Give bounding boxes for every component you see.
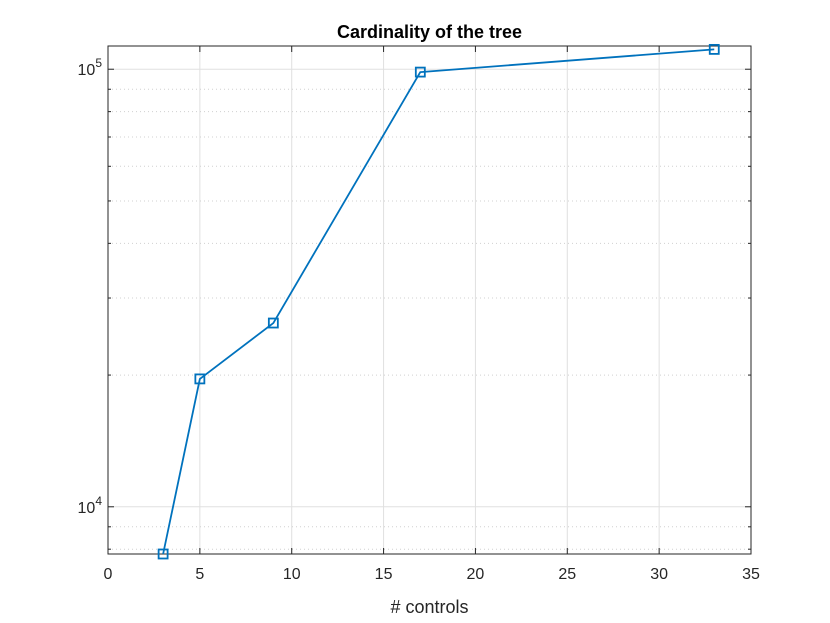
x-tick-label: 35 bbox=[742, 566, 760, 583]
series-line bbox=[162, 48, 715, 555]
x-tick-label: 10 bbox=[283, 566, 301, 583]
chart-title: Cardinality of the tree bbox=[337, 22, 522, 42]
data-point-marker bbox=[267, 317, 279, 329]
grid bbox=[108, 46, 751, 554]
data-point-marker bbox=[194, 373, 206, 385]
series bbox=[157, 43, 720, 560]
x-tick-label: 25 bbox=[558, 566, 576, 583]
x-tick-label: 30 bbox=[650, 566, 668, 583]
y-tick-label: 105 bbox=[78, 56, 103, 79]
y-tick-label: 104 bbox=[78, 494, 103, 517]
x-tick-label: 5 bbox=[195, 566, 204, 583]
data-point-marker bbox=[414, 66, 426, 78]
x-axis-label: # controls bbox=[390, 597, 468, 617]
plot-frame bbox=[107, 45, 752, 555]
plot-background bbox=[108, 46, 751, 554]
x-tick-label: 0 bbox=[104, 566, 113, 583]
x-tick-label: 15 bbox=[375, 566, 393, 583]
data-point-marker bbox=[708, 43, 720, 55]
axes: 0 5 10 15 20 25 30 35 104 105 bbox=[78, 46, 760, 583]
data-point-marker bbox=[157, 548, 169, 560]
x-tick-label: 20 bbox=[467, 566, 485, 583]
